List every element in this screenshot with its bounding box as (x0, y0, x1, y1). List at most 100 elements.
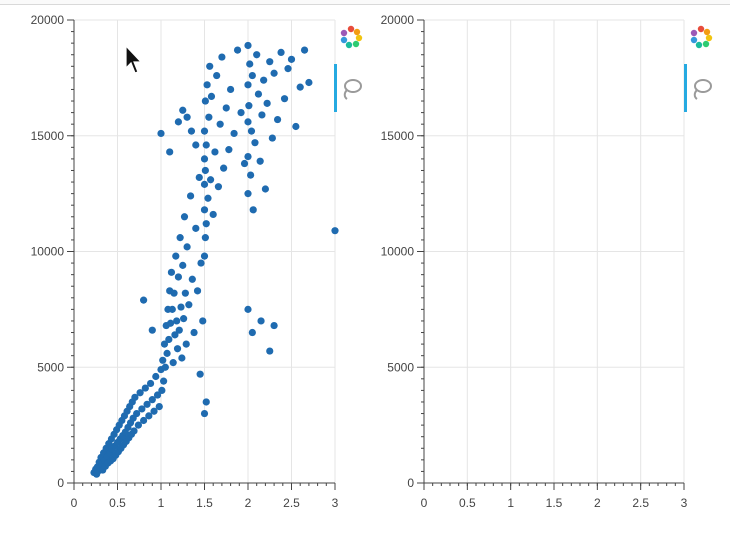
scatter-point (287, 55, 296, 63)
bokeh-logo-icon[interactable] (338, 24, 364, 50)
scatter-point (244, 152, 252, 161)
scatter-point (166, 148, 174, 156)
scatter-point (179, 261, 187, 269)
x-tick-label: 3 (332, 496, 339, 510)
x-tick-label: 1.5 (546, 496, 563, 510)
scatter-point (216, 120, 224, 128)
scatter-point (173, 317, 181, 325)
scatter-point (133, 409, 141, 418)
scatter-point (256, 157, 264, 165)
scatter-point (165, 335, 173, 344)
x-tick-label: 2.5 (283, 496, 300, 510)
scatter-point (136, 389, 144, 397)
y-tick-label: 0 (407, 476, 414, 490)
scatter-point (200, 409, 209, 418)
x-tick-label: 1 (158, 496, 165, 510)
scatter-point (296, 83, 304, 91)
scatter-point (200, 155, 209, 163)
y-tick-label: 5000 (37, 360, 64, 374)
scatter-point (201, 234, 209, 242)
scatter-point (134, 421, 142, 429)
x-tick-label: 0.5 (109, 496, 126, 510)
y-tick-label: 5000 (387, 360, 414, 374)
scatter-point (174, 118, 182, 126)
scatter-point (166, 319, 175, 327)
scatter-point (130, 427, 138, 435)
x-tick-label: 0.5 (459, 496, 476, 510)
lasso-select-icon[interactable] (688, 76, 714, 102)
scatter-point (143, 400, 151, 408)
scatter-point (230, 129, 238, 138)
scatter-point (146, 379, 155, 388)
scatter-point (240, 159, 249, 168)
plot-right: 0 0.5 1 1.5 2 2.5 3 0 5000 10000 15000 20000 (381, 13, 688, 510)
scatter-point (171, 331, 179, 339)
scatter-point (155, 403, 163, 411)
scatter-point (140, 416, 148, 425)
y-tick-label: 20000 (31, 13, 65, 27)
active-tool-indicator (334, 64, 337, 112)
scatter-point (247, 171, 255, 179)
scatter-point (273, 115, 282, 124)
scatter-point (173, 345, 182, 353)
scatter-point (168, 305, 176, 313)
scatter-point (258, 111, 266, 119)
scatter-point (225, 146, 233, 154)
scatter-point (180, 315, 188, 323)
x-tick-label: 2 (594, 496, 601, 510)
scatter-point (201, 166, 209, 175)
scatter-point (176, 234, 184, 242)
scatter-point (209, 210, 217, 219)
scatter-point (277, 48, 285, 57)
scatter-point (237, 109, 245, 117)
scatter-point (202, 141, 210, 149)
scatter-point (200, 206, 209, 214)
y-tick-label: 10000 (381, 245, 415, 259)
scatter-point (157, 129, 165, 138)
x-tick-label: 2.5 (632, 496, 649, 510)
scatter-point (249, 206, 257, 214)
scatter-point (227, 85, 235, 94)
scatter-point (280, 95, 289, 103)
scatter-point (270, 69, 278, 77)
scatter-point (222, 104, 230, 112)
scatter-point (170, 289, 178, 297)
scatter-point (204, 194, 212, 202)
scatter-point (187, 127, 196, 135)
scatter-point (181, 289, 189, 297)
scatter-point (244, 190, 252, 198)
scatter-point (203, 81, 211, 89)
scatter-point (246, 60, 254, 68)
bokeh-logo-icon[interactable] (688, 24, 714, 50)
scatter-point (178, 354, 186, 362)
y-tick-label: 10000 (31, 245, 65, 259)
y-tick-label: 15000 (31, 129, 65, 143)
scatter-point (160, 377, 168, 385)
x-tick-label: 0 (71, 496, 78, 510)
window-top-border (0, 0, 730, 5)
scatter-point (248, 71, 256, 80)
scatter-point (266, 58, 274, 66)
scatter-point (192, 141, 200, 149)
scatter-point (152, 372, 160, 381)
scatter-point (158, 386, 166, 394)
scatter-point (245, 102, 253, 110)
scatter-point (266, 347, 274, 355)
scatter-point (193, 287, 202, 295)
plot-left: 0 0.5 1 1.5 2 2.5 3 0 5000 10000 15000 20000 (31, 13, 339, 510)
lasso-select-icon[interactable] (338, 76, 364, 102)
scatter-point (153, 391, 162, 399)
scatter-point (177, 303, 185, 311)
scatter-point (205, 113, 213, 121)
y-tick-label: 20000 (381, 13, 415, 27)
scatter-point (220, 164, 228, 172)
scatter-point (251, 139, 259, 147)
left-plot-toolbar (334, 18, 368, 118)
scatter-point (244, 81, 252, 89)
scatter-point (218, 53, 226, 61)
scatter-point (244, 41, 252, 50)
scatter-point (169, 359, 177, 367)
scatter-point (148, 326, 156, 334)
right-plot-toolbar (684, 18, 718, 118)
